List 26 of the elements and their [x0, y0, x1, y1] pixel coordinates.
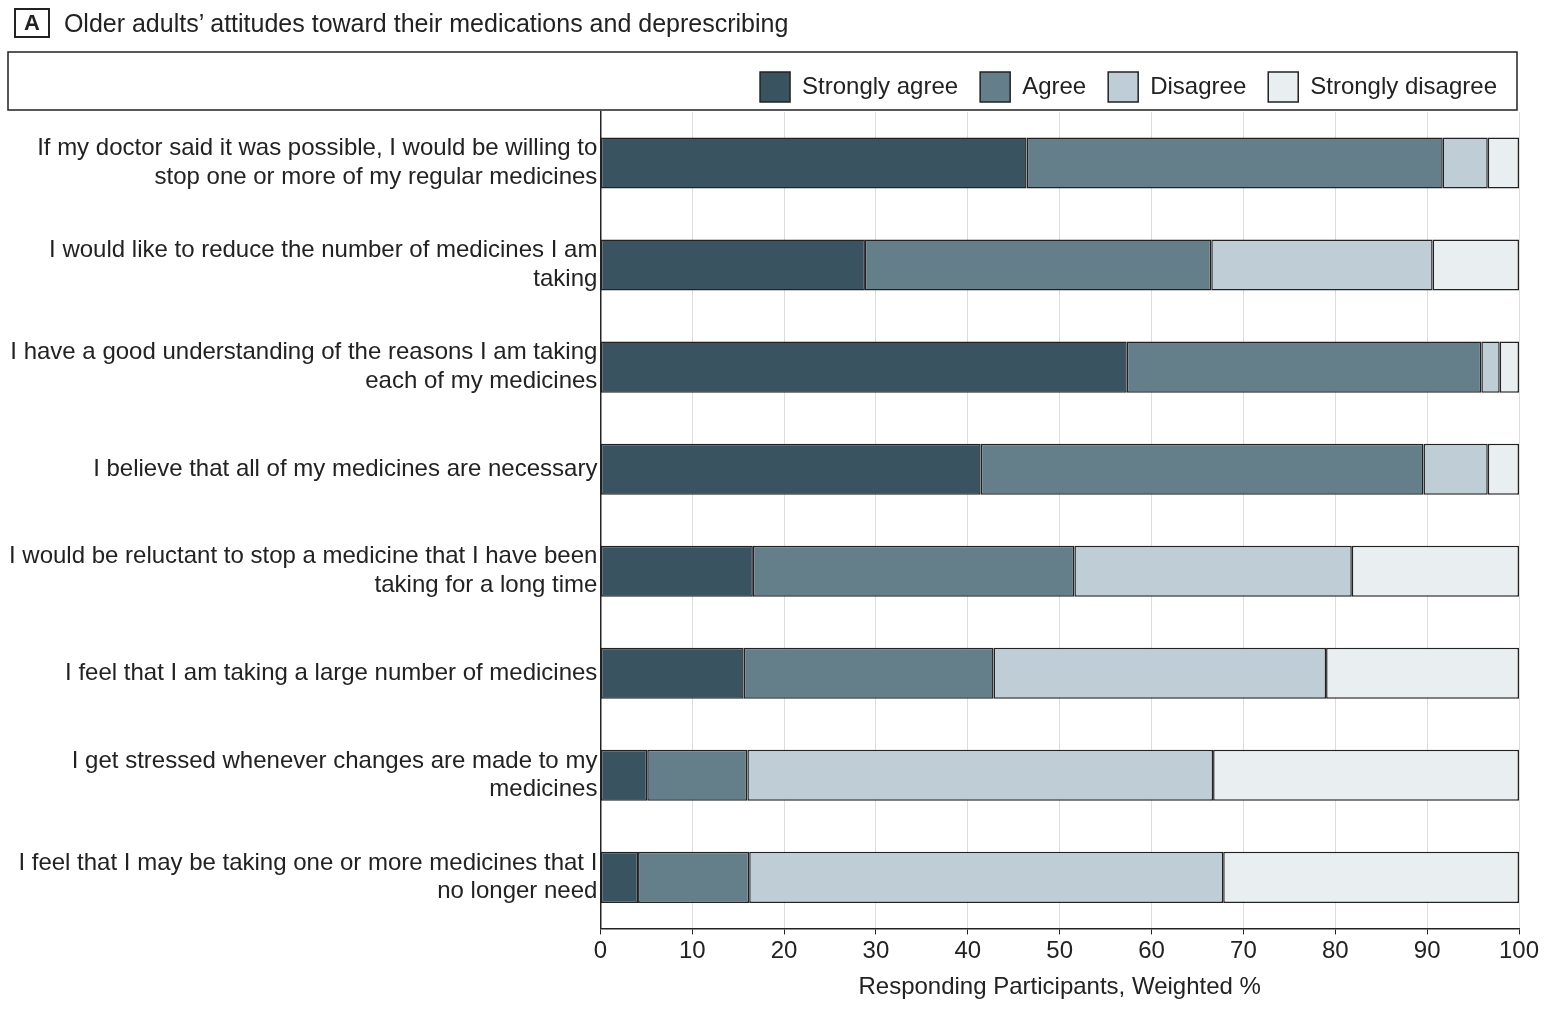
x-tick-label: 60	[1138, 936, 1165, 964]
x-tick-label: 40	[954, 936, 982, 964]
legend-label: Strongly agree	[802, 71, 959, 99]
x-tick-label: 20	[770, 936, 798, 964]
chart-title: Older adults’ attitudes toward their medications and deprescribing	[63, 8, 789, 38]
x-tick-label: 0	[593, 936, 608, 964]
y-tick-label: I would be reluctant to stop a medicine that I have been taking for a long time	[9, 541, 598, 598]
x-axis-title: Responding Participants, Weighted %	[858, 972, 1261, 1000]
x-tick-label: 90	[1413, 936, 1441, 964]
x-tick-label: 80	[1321, 936, 1349, 964]
x-tick-label: 50	[1046, 936, 1074, 964]
legend-label: Disagree	[1150, 71, 1247, 99]
y-tick-label: I feel that I am taking a large number of medicines	[65, 657, 598, 685]
text: A	[14, 8, 50, 38]
y-tick-label: I get stressed whenever changes are made to my medicines	[71, 745, 598, 802]
x-tick-label: 10	[678, 936, 706, 964]
legend-label: Strongly disagree	[1310, 71, 1498, 99]
y-tick-label: I have a good understanding of the reasons I am taking each of my medicines	[10, 337, 598, 394]
y-tick-label: I believe that all of my medicines are necessary	[93, 453, 598, 481]
legend-label: Agree	[1022, 71, 1087, 99]
y-tick-label: If my doctor said it was possible, I would be willing to stop one or more of my regular medicines	[37, 133, 598, 190]
y-tick-label: I feel that I may be taking one or more medicines that I no longer need	[18, 847, 598, 904]
x-tick-label: 100	[1498, 936, 1540, 964]
x-tick-label: 70	[1230, 936, 1257, 964]
y-tick-label: I would like to reduce the number of medicines I am taking	[49, 235, 598, 292]
x-tick-label: 30	[862, 936, 890, 964]
